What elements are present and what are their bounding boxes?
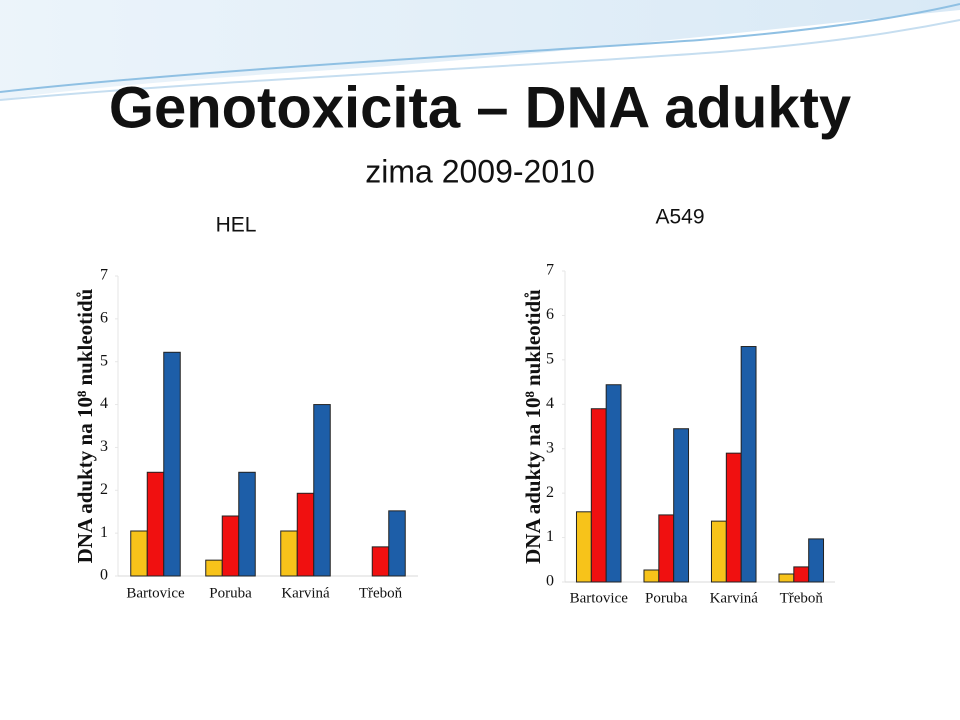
x-tick-label: Třeboň: [780, 590, 824, 606]
bar: [605, 384, 622, 583]
background-wave: [0, 0, 960, 101]
bar: [296, 492, 315, 577]
bar: [388, 510, 406, 577]
y-tick-label: 4: [100, 395, 108, 412]
bar: [238, 471, 256, 577]
bar: [371, 546, 390, 577]
y-tick-label: 6: [100, 310, 108, 327]
bar: [740, 346, 757, 583]
slide-title: Genotoxicita – DNA adukty: [109, 75, 851, 140]
bar: [280, 530, 298, 577]
chart-title: HEL: [216, 214, 257, 237]
bar: [643, 569, 660, 583]
x-tick-label: Třeboň: [359, 585, 403, 601]
x-tick-label: Bartovice: [570, 590, 629, 606]
y-tick-label: 5: [546, 351, 554, 368]
y-tick-label: 1: [546, 528, 554, 545]
bar: [313, 404, 331, 577]
x-tick-label: Karviná: [281, 585, 330, 601]
y-axis-label: DNA adukty na 10⁸ nukleotidů: [521, 289, 545, 564]
bar: [710, 520, 727, 583]
y-tick-label: 2: [546, 484, 554, 501]
bar: [590, 408, 607, 583]
y-tick-label: 0: [546, 573, 554, 590]
slide-subtitle: zima 2009-2010: [365, 153, 594, 189]
y-tick-label: 7: [100, 267, 108, 284]
bar: [673, 428, 690, 583]
chart-title: A549: [655, 206, 704, 229]
bar: [130, 530, 148, 577]
bar: [163, 351, 181, 577]
bar: [778, 573, 795, 583]
y-tick-label: 6: [546, 306, 554, 323]
y-tick-label: 2: [100, 481, 108, 498]
bar: [793, 566, 810, 583]
y-tick-label: 3: [546, 439, 554, 456]
bar: [658, 514, 675, 583]
y-tick-label: 1: [100, 524, 108, 541]
x-tick-label: Poruba: [645, 590, 688, 606]
x-tick-label: Poruba: [209, 585, 252, 601]
bar: [146, 471, 165, 577]
bar: [575, 511, 592, 583]
bar: [808, 538, 825, 583]
y-axis-label: DNA adukty na 10⁸ nukleotidů: [73, 288, 97, 563]
y-tick-label: 5: [100, 352, 108, 369]
x-tick-label: Karviná: [710, 590, 759, 606]
y-tick-label: 0: [100, 567, 108, 584]
y-tick-label: 7: [546, 262, 554, 279]
y-tick-label: 4: [546, 395, 554, 412]
y-tick-label: 3: [100, 438, 108, 455]
bar: [205, 559, 223, 577]
bar: [221, 515, 240, 577]
x-tick-label: Bartovice: [126, 585, 185, 601]
bar: [725, 452, 742, 583]
